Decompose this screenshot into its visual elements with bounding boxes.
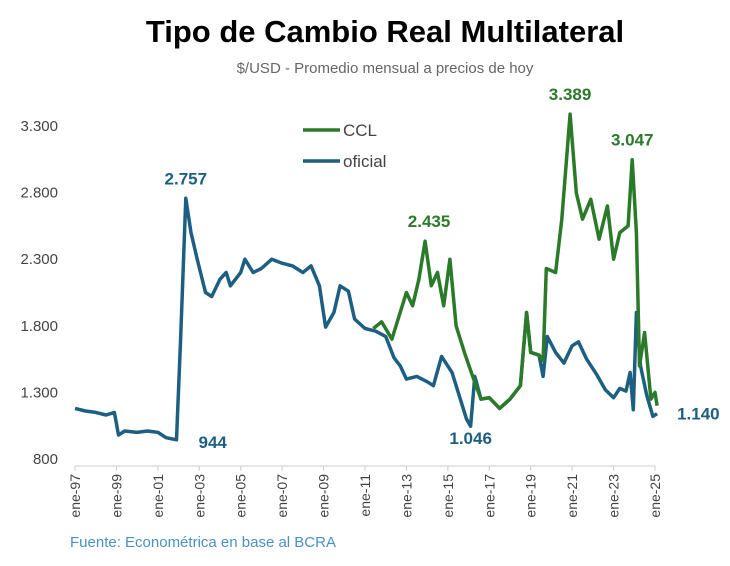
x-tick-label: ene-25 [647, 474, 663, 518]
x-tick-label: ene-11 [357, 474, 373, 517]
chart-subtitle: $/USD - Promedio mensual a precios de ho… [236, 60, 534, 77]
data-label: 1.046 [449, 429, 492, 448]
x-tick-label: ene-01 [150, 474, 166, 518]
x-tick-label: ene-99 [108, 474, 124, 518]
x-tick-label: ene-03 [191, 474, 207, 518]
x-tick-label: ene-15 [440, 474, 456, 518]
series-line-ccl [372, 112, 659, 411]
x-tick-label: ene-23 [606, 474, 622, 518]
y-tick-label: 800 [33, 451, 58, 468]
y-tick-label: 2.300 [20, 251, 58, 268]
x-tick-label: ene-19 [523, 474, 539, 518]
data-label: 1.140 [677, 405, 720, 424]
legend-label-oficial: oficial [343, 152, 386, 171]
x-tick-label: ene-97 [67, 474, 83, 518]
chart-title: Tipo de Cambio Real Multilateral [145, 14, 625, 49]
x-tick-label: ene-05 [233, 474, 249, 518]
data-label: 3.047 [611, 131, 654, 150]
legend-label-ccl: CCL [343, 121, 377, 140]
y-tick-label: 2.800 [20, 185, 58, 202]
data-label: 944 [199, 433, 228, 452]
data-label: 3.389 [549, 85, 592, 104]
x-tick-label: ene-07 [274, 474, 290, 518]
x-tick-label: ene-13 [398, 474, 414, 518]
y-tick-label: 3.300 [20, 118, 58, 135]
y-tick-label: 1.300 [20, 384, 58, 401]
data-label: 2.757 [165, 169, 208, 188]
series-line-oficial [74, 196, 659, 442]
x-tick-label: ene-09 [316, 474, 332, 518]
x-tick-label: ene-21 [564, 474, 580, 518]
x-tick-label: ene-17 [481, 474, 497, 518]
data-label: 2.435 [408, 212, 451, 231]
y-tick-label: 1.800 [20, 318, 58, 335]
source-note: Fuente: Econométrica en base al BCRA [70, 534, 336, 551]
